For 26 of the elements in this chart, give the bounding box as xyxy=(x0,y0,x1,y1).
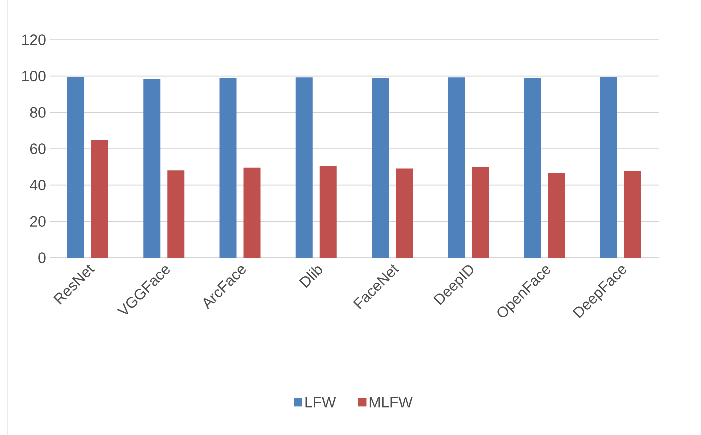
y-tick-label: 60 xyxy=(30,144,46,154)
legend-label: MLFW xyxy=(370,397,413,408)
y-tick-label: 80 xyxy=(30,107,46,118)
bar xyxy=(92,140,109,258)
bar xyxy=(600,77,618,258)
y-tick-label: 0 xyxy=(38,252,46,264)
bar xyxy=(296,78,313,258)
legend-label: LFW xyxy=(306,397,336,408)
bar xyxy=(448,78,466,258)
bar xyxy=(372,78,390,258)
bar xyxy=(472,167,490,258)
bar xyxy=(220,78,237,258)
bar xyxy=(168,170,185,258)
bar xyxy=(548,173,566,258)
bar xyxy=(524,78,542,258)
bar xyxy=(396,168,414,258)
bar xyxy=(320,166,337,258)
x-tick-label: Dlib xyxy=(299,266,322,288)
y-tick-label: 40 xyxy=(30,180,46,191)
y-tick-label: 100 xyxy=(22,71,46,82)
bar xyxy=(144,79,161,258)
bar xyxy=(68,77,85,258)
bar xyxy=(624,172,642,258)
y-tick-label: 120 xyxy=(22,34,46,46)
bar xyxy=(244,168,261,258)
y-tick-label: 20 xyxy=(30,216,46,227)
